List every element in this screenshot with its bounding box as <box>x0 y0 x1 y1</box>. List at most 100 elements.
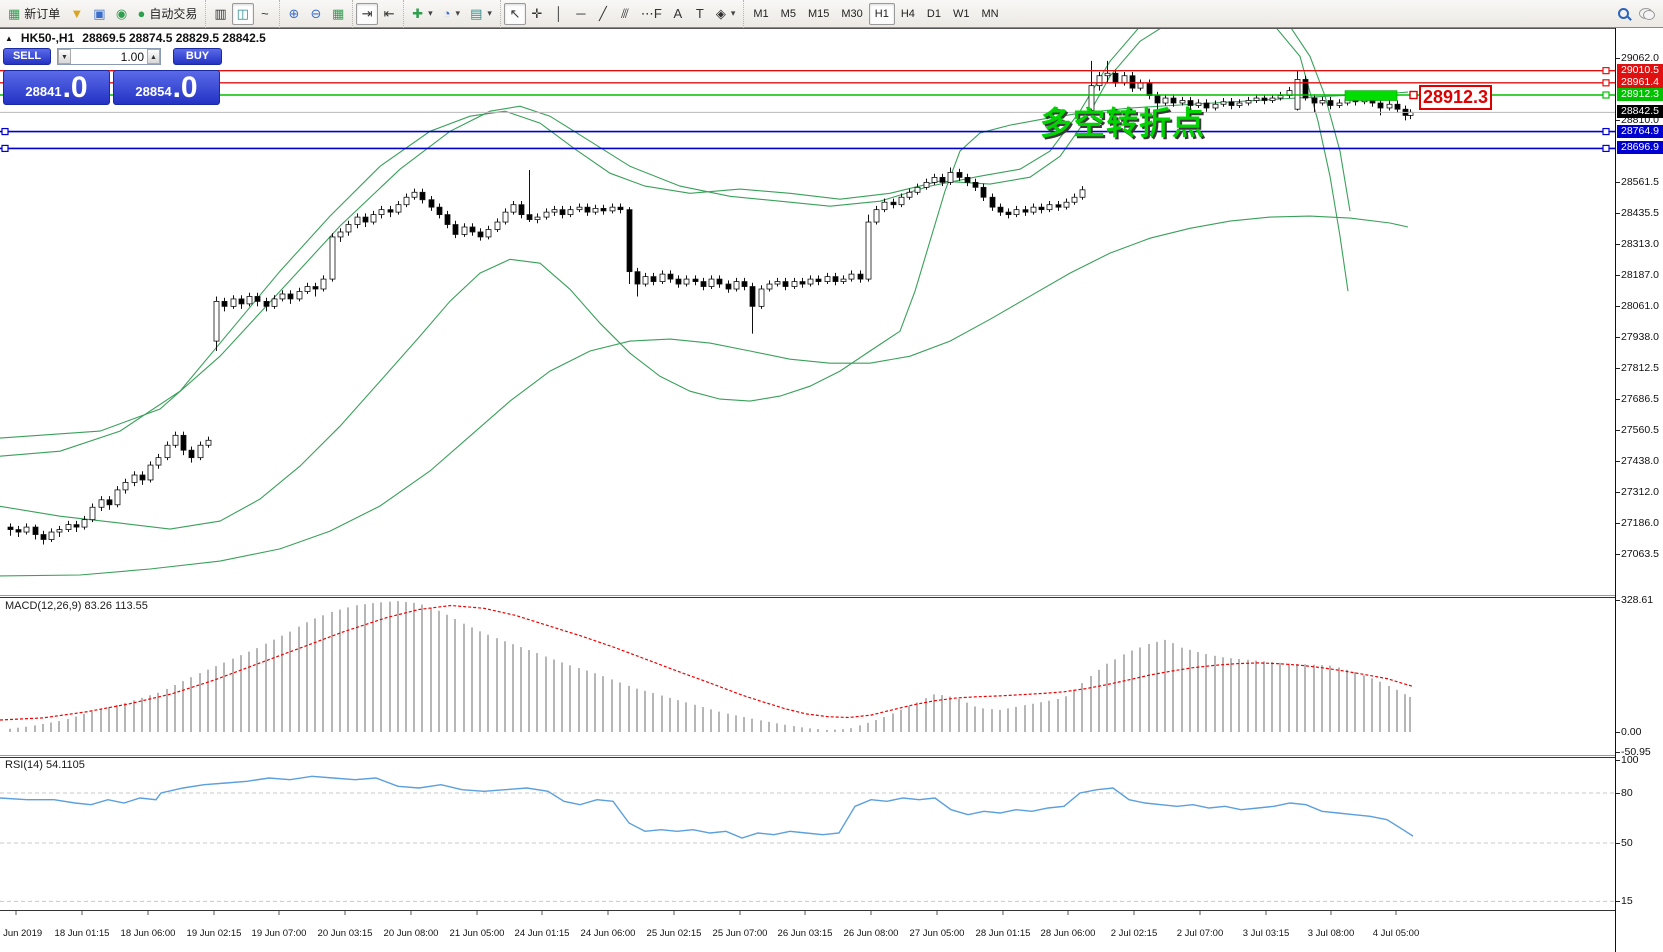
chevron-down-icon: ▾ <box>487 8 492 18</box>
reports-button[interactable]: ▣ <box>88 3 110 25</box>
line-chart-button[interactable]: ~ <box>254 3 276 25</box>
ohlc-quote-label: 28869.5 28874.5 28829.5 28842.5 <box>82 31 266 45</box>
buy-price-button[interactable]: 28854 .0 <box>113 70 220 105</box>
bar-chart-button[interactable]: ▥ <box>209 3 231 25</box>
macd-tick: 328.61 <box>1615 594 1654 607</box>
chat-icon[interactable] <box>1639 8 1655 20</box>
volume-input[interactable] <box>71 49 147 64</box>
new-order-icon: ▦ <box>8 6 21 21</box>
shapes-icon: ◈ <box>715 6 726 21</box>
timeframe-w1[interactable]: W1 <box>952 7 970 20</box>
one-click-trading-panel: SELL ▼ ▲ BUY 28841 .0 28854 .0 <box>3 48 225 105</box>
svg-text:27 Jun 05:00: 27 Jun 05:00 <box>910 928 965 939</box>
rsi-tick: 80 <box>1616 787 1633 799</box>
horizontal-line-button[interactable]: ─ <box>570 3 592 25</box>
zoom-in-button[interactable]: ⊕ <box>283 3 305 25</box>
news-button[interactable]: ◉ <box>110 3 132 25</box>
fibonacci-icon: ⋯F <box>640 6 662 21</box>
highlight-rect[interactable] <box>1344 90 1398 101</box>
price-tick: 27812.5 <box>1616 361 1659 374</box>
annotation-text[interactable]: 多空转折点 <box>1040 105 1206 141</box>
trade-panel-row1: SELL ▼ ▲ BUY <box>3 48 225 65</box>
chevron-down-icon: ▾ <box>455 8 461 18</box>
chart-canvas[interactable]: 17 Jun 2019 18 Jun 01:15 18 Jun 06:00 19 Ju… <box>0 28 1615 952</box>
chevron-down-icon: ▾ <box>730 8 736 18</box>
tile-windows-button[interactable]: ▦ <box>327 3 349 25</box>
text-icon: A <box>673 6 683 21</box>
price-tick: 27438.0 <box>1616 454 1659 467</box>
text-label-icon: T <box>695 6 704 21</box>
timeframe-m30[interactable]: M30 <box>841 7 863 20</box>
buy-price-main: 28854 <box>135 84 172 99</box>
sell-price-main: 28841 <box>25 84 62 99</box>
timeframe-d1[interactable]: D1 <box>926 7 941 20</box>
timeframe-h1[interactable]: H1 <box>868 2 895 25</box>
price-line-label[interactable]: 28912.3 <box>1419 85 1492 110</box>
templates-button[interactable]: ▤ ▾ <box>465 3 497 25</box>
template-icon: ▤ <box>470 6 483 21</box>
periods-button[interactable]: ◔ ▾ <box>438 3 465 25</box>
timeframe-m15[interactable]: M15 <box>807 7 830 20</box>
rsi-label: RSI(14) 54.1105 <box>5 759 85 771</box>
price-tick: 29062.0 <box>1616 51 1659 64</box>
search-icon[interactable] <box>1618 8 1629 19</box>
trendline-button[interactable]: ╱ <box>592 3 614 25</box>
volume-spinner: ▼ ▲ <box>57 48 161 65</box>
timeframe-m1[interactable]: M1 <box>753 7 769 20</box>
shapes-button[interactable]: ◈ ▾ <box>711 3 741 25</box>
svg-text:2 Jul 02:15: 2 Jul 02:15 <box>1111 928 1157 939</box>
crosshair-button[interactable]: ✛ <box>526 3 548 25</box>
add-indicator-button[interactable]: ✚ ▾ <box>407 3 437 25</box>
text-button[interactable]: A <box>667 3 689 25</box>
time-axis[interactable]: 17 Jun 2019 18 Jun 01:15 18 Jun 06:00 19 Ju… <box>0 911 1419 939</box>
fibonacci-button[interactable]: ⋯F <box>636 3 667 25</box>
auto-scroll-button[interactable]: ⇥ <box>356 2 379 25</box>
price-tick: 28435.5 <box>1616 207 1659 220</box>
funnel-icon: ▼ <box>70 6 84 21</box>
line-endpoint-marker[interactable] <box>1409 90 1418 100</box>
bollinger-bands <box>0 28 1409 577</box>
chart-shift-button[interactable]: ⇤ <box>378 3 400 25</box>
volume-up-button[interactable]: ▲ <box>147 49 160 64</box>
toolbar-group-timeframes: M1 M5 M15 M30 H1 H4 D1 W1 MN <box>743 0 1007 28</box>
zoom-in-icon: ⊕ <box>288 6 300 21</box>
rsi-line <box>0 775 1414 839</box>
rsi-tick: 15 <box>1616 895 1633 908</box>
sell-price-button[interactable]: 28841 .0 <box>3 70 110 105</box>
timeframe-mn[interactable]: MN <box>981 7 999 20</box>
volume-down-button[interactable]: ▼ <box>58 49 71 64</box>
svg-text:25 Jun 02:15: 25 Jun 02:15 <box>647 928 702 939</box>
clock-icon: ◔ <box>442 6 451 21</box>
svg-text:26 Jun 03:15: 26 Jun 03:15 <box>778 928 833 939</box>
svg-text:25 Jun 07:00: 25 Jun 07:00 <box>713 928 768 939</box>
price-axis[interactable]: 29062.0 28810.0 28561.5 28435.5 28313.0 28187… <box>1615 28 1663 952</box>
svg-text:28 Jun 01:15: 28 Jun 01:15 <box>976 928 1031 939</box>
candlestick-button[interactable]: ◫ <box>231 2 254 25</box>
candles-layer <box>7 60 1414 545</box>
reports-icon: ▣ <box>93 6 106 21</box>
buy-button[interactable]: BUY <box>173 48 222 65</box>
macd-tick: 0.00 <box>1615 726 1642 738</box>
chart-shift-icon: ⇤ <box>383 6 395 21</box>
vertical-line-button[interactable]: │ <box>548 3 570 25</box>
channel-button[interactable]: ⫻ <box>614 3 636 25</box>
price-tick: 28187.0 <box>1616 268 1659 281</box>
timeframe-m5[interactable]: M5 <box>780 7 796 20</box>
line-chart-icon: ~ <box>261 6 269 21</box>
toolbar-group-objects: ↖ ✛ │ ─ ╱ ⫻ ⋯F A T <box>499 0 743 28</box>
add-indicator-icon: ✚ <box>412 6 424 21</box>
new-order-button[interactable]: ▦ 新订单 <box>3 3 65 25</box>
text-label-button[interactable]: T <box>689 3 711 25</box>
price-tick: 27560.5 <box>1616 424 1659 437</box>
cursor-button[interactable]: ↖ <box>503 2 526 25</box>
collapse-icon[interactable]: ▲ <box>5 33 13 43</box>
zoom-out-button[interactable]: ⊖ <box>305 3 327 25</box>
toolbar-group-dropdowns: ✚ ▾ ◔ ▾ ▤ ▾ <box>403 0 500 28</box>
autotrading-button[interactable]: ● 自动交易 <box>132 3 202 25</box>
sell-button[interactable]: SELL <box>3 48 51 65</box>
timeframe-h4[interactable]: H4 <box>900 7 915 20</box>
autotrading-label: 自动交易 <box>149 7 198 21</box>
svg-text:24 Jun 06:00: 24 Jun 06:00 <box>581 928 636 939</box>
svg-text:24 Jun 01:15: 24 Jun 01:15 <box>515 928 570 939</box>
funnel-button[interactable]: ▼ <box>65 3 88 25</box>
